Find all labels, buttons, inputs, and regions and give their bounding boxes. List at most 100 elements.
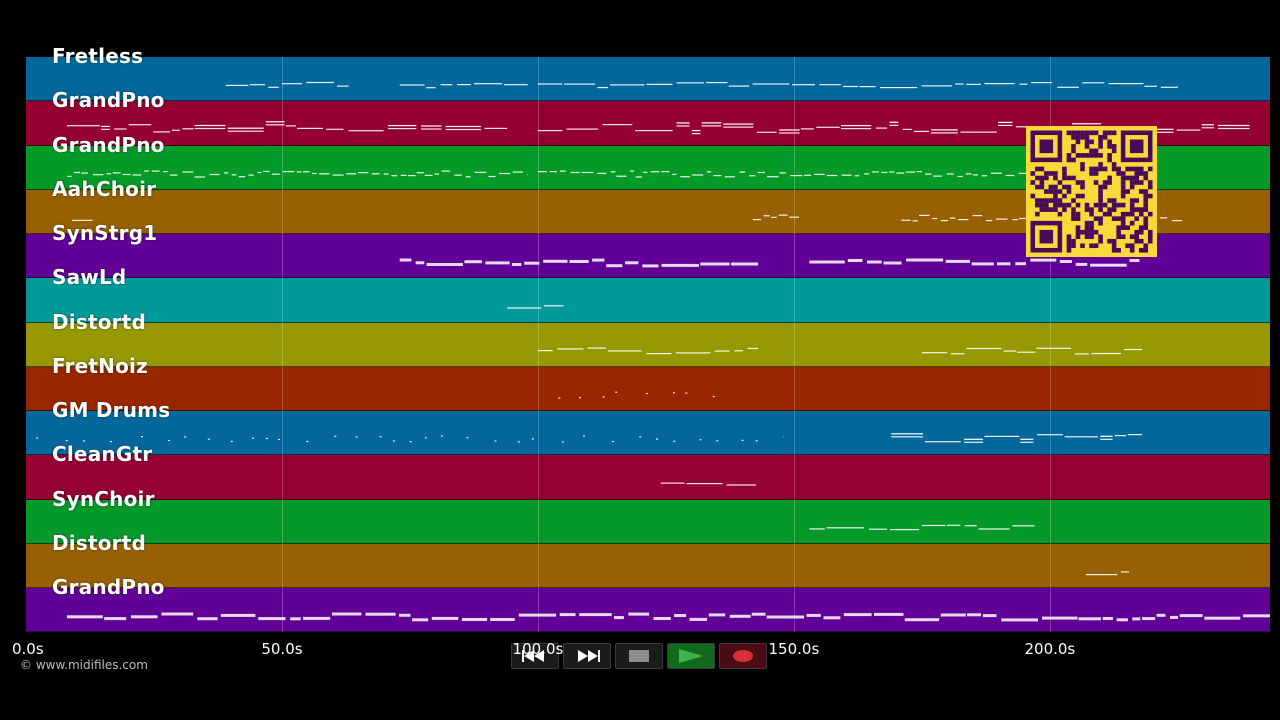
note (701, 122, 722, 124)
note (67, 125, 100, 127)
note (692, 173, 704, 176)
note (739, 171, 746, 173)
transport-controls (511, 643, 769, 669)
track-lane[interactable] (26, 322, 1270, 367)
note (549, 170, 557, 172)
note (263, 170, 270, 172)
note (224, 171, 229, 173)
note (691, 133, 701, 135)
note (227, 127, 264, 130)
note (570, 171, 580, 173)
lane-separator (26, 410, 1270, 411)
note (602, 124, 633, 126)
note (1108, 83, 1144, 85)
stop-button[interactable] (615, 643, 663, 669)
note (964, 438, 983, 440)
note (606, 264, 623, 268)
note (358, 171, 369, 173)
note (680, 175, 690, 177)
note (792, 84, 815, 86)
note (1201, 124, 1214, 126)
note (955, 83, 964, 85)
track-lane[interactable] (26, 499, 1270, 544)
play-button[interactable] (667, 643, 715, 669)
note (517, 441, 520, 443)
note (421, 125, 442, 127)
rewind-button[interactable] (511, 643, 559, 669)
track-lane[interactable] (26, 411, 1270, 456)
note (543, 305, 564, 307)
note (231, 173, 237, 175)
note (465, 175, 471, 177)
note (311, 172, 317, 174)
note (248, 174, 254, 176)
note (258, 617, 286, 621)
note (889, 170, 895, 173)
track-lane[interactable] (26, 366, 1270, 411)
note (998, 122, 1013, 124)
note (723, 126, 754, 128)
note (1015, 262, 1026, 266)
note (646, 352, 672, 354)
note (642, 264, 659, 268)
note (230, 440, 233, 442)
note (434, 172, 439, 175)
note (561, 441, 564, 443)
note (914, 131, 930, 133)
note (128, 124, 152, 126)
note (524, 261, 540, 265)
track-label: GrandPno (52, 575, 165, 599)
grid-line (281, 57, 283, 632)
note (1129, 259, 1140, 262)
note (1012, 218, 1018, 220)
note (675, 351, 711, 353)
note (346, 172, 357, 174)
stop-icon (629, 650, 649, 662)
note (891, 433, 923, 435)
note (1042, 616, 1078, 620)
note (653, 617, 671, 620)
note (661, 170, 670, 172)
note (723, 123, 754, 125)
note (978, 527, 1010, 530)
note (379, 436, 382, 438)
note (426, 263, 463, 266)
note (81, 172, 88, 174)
note (864, 172, 870, 174)
track-lane[interactable] (26, 57, 1270, 102)
note (660, 482, 685, 484)
record-button[interactable] (719, 643, 767, 669)
note (889, 124, 899, 127)
note (227, 130, 264, 133)
lane-separator (26, 454, 1270, 456)
note (901, 219, 911, 221)
note (1064, 436, 1098, 438)
note (490, 618, 515, 621)
note (981, 174, 988, 176)
track-lane[interactable] (26, 588, 1270, 633)
track-lane[interactable] (26, 278, 1270, 323)
note (281, 83, 303, 85)
fast-forward-button[interactable] (563, 643, 611, 669)
note (945, 259, 970, 263)
note (268, 86, 279, 88)
note (1114, 435, 1126, 437)
note (415, 261, 425, 265)
track-lane[interactable] (26, 455, 1270, 500)
note (1090, 263, 1127, 267)
note (616, 175, 627, 177)
track-lane[interactable] (26, 543, 1270, 588)
note (464, 260, 482, 264)
note (747, 347, 758, 349)
track-label: Distortd (52, 530, 147, 555)
note (92, 173, 104, 175)
note (371, 172, 380, 174)
note (1176, 129, 1201, 131)
note (399, 84, 425, 86)
time-tick-label: 0.0s (12, 640, 44, 658)
note (579, 396, 581, 399)
time-tick-label: 200.0s (1024, 640, 1076, 658)
note (867, 260, 882, 264)
note (841, 174, 852, 176)
note (461, 618, 488, 621)
